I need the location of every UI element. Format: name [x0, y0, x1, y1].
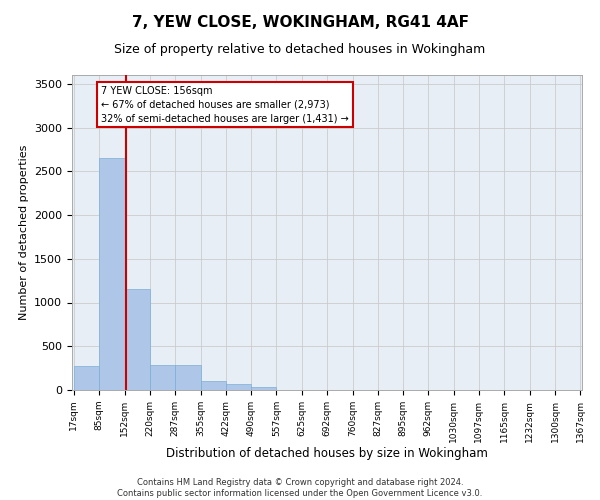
Bar: [74, 366, 100, 390]
Y-axis label: Number of detached properties: Number of detached properties: [19, 145, 29, 320]
Bar: [200, 381, 226, 390]
X-axis label: Distribution of detached houses by size in Wokingham: Distribution of detached houses by size …: [166, 448, 488, 460]
Bar: [150, 364, 175, 390]
Bar: [100, 158, 125, 390]
Bar: [125, 290, 150, 390]
Text: 7, YEW CLOSE, WOKINGHAM, RG41 4AF: 7, YEW CLOSE, WOKINGHAM, RG41 4AF: [131, 15, 469, 30]
Text: Contains HM Land Registry data © Crown copyright and database right 2024.
Contai: Contains HM Land Registry data © Crown c…: [118, 478, 482, 498]
Text: 7 YEW CLOSE: 156sqm
← 67% of detached houses are smaller (2,973)
32% of semi-det: 7 YEW CLOSE: 156sqm ← 67% of detached ho…: [101, 86, 349, 124]
Bar: [226, 384, 251, 390]
Text: Size of property relative to detached houses in Wokingham: Size of property relative to detached ho…: [115, 42, 485, 56]
Bar: [251, 386, 277, 390]
Bar: [175, 364, 200, 390]
